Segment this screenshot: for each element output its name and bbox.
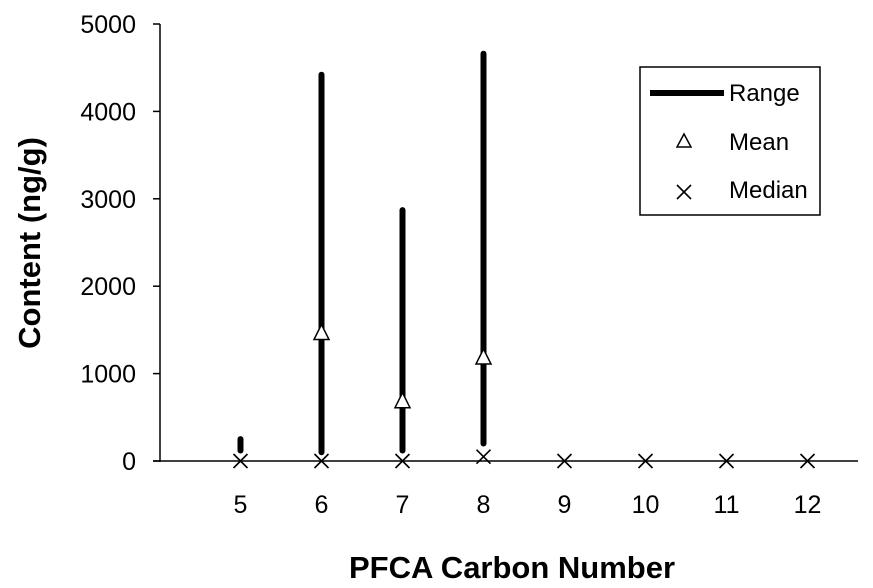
x-tick-label: 11 <box>714 491 740 519</box>
legend-median-label: Median <box>729 177 808 204</box>
mean-marker <box>312 322 331 341</box>
legend-mean-label: Mean <box>729 129 789 156</box>
y-tick-label: 0 <box>122 448 136 476</box>
median-marker <box>718 453 735 469</box>
y-tick-label: 1000 <box>80 361 136 389</box>
legend-median-swatch <box>676 184 692 200</box>
y-axis-title: Content (ng/g) <box>12 137 47 349</box>
x-tick-label: 6 <box>315 491 329 519</box>
y-tick-label: 5000 <box>80 11 136 39</box>
median-marker <box>394 453 411 469</box>
mean-marker <box>393 391 412 409</box>
mean-marker <box>474 347 493 365</box>
x-tick-label: 12 <box>794 491 822 519</box>
median-marker <box>313 453 330 469</box>
range-bars <box>237 50 487 456</box>
median-marker <box>556 453 573 469</box>
x-tick-label: 10 <box>632 491 660 519</box>
x-axis-title: PFCA Carbon Number <box>349 550 675 585</box>
median-marker <box>232 453 249 469</box>
median-markers <box>232 449 816 469</box>
y-tick-label: 4000 <box>80 98 136 126</box>
x-tick-labels: 5 6 7 8 9 10 11 12 <box>234 491 822 519</box>
median-marker <box>475 449 492 465</box>
mean-markers <box>312 322 493 409</box>
legend-range-label: Range <box>729 80 800 107</box>
x-tick-label: 8 <box>477 491 491 519</box>
x-tick-label: 5 <box>234 491 248 519</box>
x-tick-label: 7 <box>396 491 410 519</box>
legend-box <box>639 66 821 216</box>
median-marker <box>637 453 654 469</box>
axes <box>153 24 858 462</box>
y-tick-labels: 0 1000 2000 3000 4000 5000 <box>80 11 160 476</box>
median-marker <box>799 453 816 469</box>
x-tick-label: 9 <box>558 491 572 519</box>
y-tick-label: 2000 <box>80 273 136 301</box>
legend: Range Mean Median <box>639 66 821 216</box>
y-tick-label: 3000 <box>80 186 136 214</box>
legend-mean-swatch <box>675 132 693 148</box>
